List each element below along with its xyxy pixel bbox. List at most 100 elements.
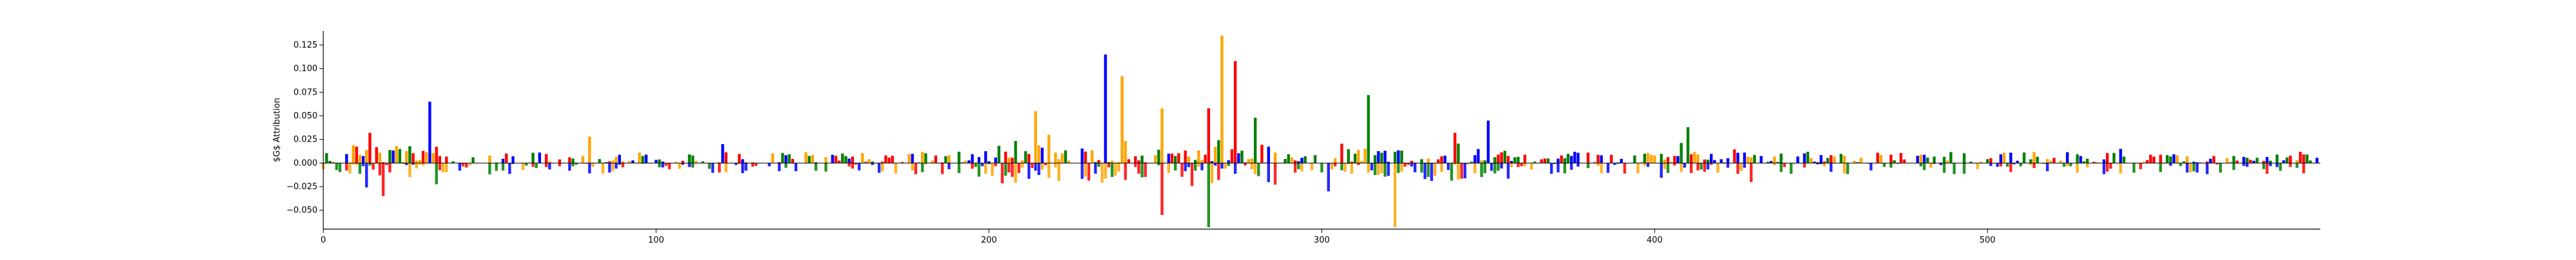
logo-mark-G	[1014, 163, 1018, 183]
logo-mark-G	[365, 150, 368, 163]
logo-mark-T	[681, 160, 685, 163]
logo-mark-C	[1796, 156, 1799, 163]
logo-mark-G	[771, 153, 774, 163]
logo-mark-G	[907, 154, 911, 163]
logo-mark-A	[1766, 162, 1770, 163]
logo-mark-C	[2252, 160, 2255, 163]
logo-mark-A	[1303, 156, 1307, 163]
axes: −0.050 −0.025 0.000 0.025 0.050 0.075 0.100 0.1…	[272, 31, 2320, 245]
logo-mark-C	[1387, 163, 1390, 176]
logo-mark-T	[1543, 158, 1546, 163]
logo-mark-G	[1636, 163, 1640, 174]
logo-mark-T	[1293, 163, 1297, 173]
logo-mark-C	[1473, 155, 1477, 163]
logo-mark-G	[1224, 163, 1227, 169]
logo-mark-G	[2142, 162, 2146, 163]
logo-mark-A	[658, 159, 661, 163]
y-tick-label: −0.025	[287, 182, 317, 192]
logo-mark-G	[1104, 163, 1107, 179]
logo-mark-C	[1706, 163, 1710, 170]
logo-mark-T	[1733, 149, 1736, 163]
logo-mark-G	[591, 163, 594, 167]
logo-mark-T	[1184, 150, 1187, 163]
logo-mark-C	[721, 144, 724, 163]
logo-mark-A	[1969, 162, 1973, 163]
logo-mark-C	[1719, 159, 1723, 163]
logo-mark-T	[531, 163, 535, 167]
logo-mark-G	[378, 153, 382, 163]
logo-mark-G	[1290, 157, 1294, 163]
x-tick-label: 300	[1314, 236, 1330, 245]
logo-mark-A	[974, 163, 978, 167]
logo-mark-C	[1034, 163, 1037, 171]
logo-mark-C	[1573, 151, 1577, 163]
logo-mark-C	[501, 158, 505, 163]
logo-mark-C	[967, 160, 971, 163]
logo-mark-C	[1383, 151, 1387, 163]
logo-mark-C	[1549, 163, 1553, 174]
logo-mark-G	[2049, 160, 2052, 163]
logo-mark-G	[1047, 135, 1050, 163]
logo-mark-C	[741, 163, 744, 174]
logo-mark-C	[2102, 159, 2106, 163]
logo-mark-A	[1985, 159, 1989, 163]
logo-mark-G	[694, 160, 698, 163]
logo-mark-A	[1257, 163, 1260, 176]
logo-mark-G	[1213, 147, 1217, 163]
logo-mark-C	[1081, 163, 1084, 179]
logo-mark-G	[984, 163, 987, 174]
logo-mark-C	[2186, 163, 2189, 173]
logo-mark-G	[1523, 163, 1526, 167]
logo-mark-T	[545, 163, 548, 167]
logo-mark-T	[368, 133, 372, 163]
logo-mark-T	[2139, 163, 2143, 169]
logo-mark-G	[1663, 163, 1667, 169]
logo-mark-T	[1124, 163, 1127, 180]
logo-mark-G	[418, 163, 422, 165]
logo-mark-A	[814, 163, 818, 171]
logo-mark-T	[608, 161, 611, 163]
logo-mark-G	[611, 160, 614, 163]
logo-mark-C	[2195, 163, 2199, 173]
logo-mark-C	[1490, 163, 1493, 171]
logo-mark-A	[1420, 163, 1423, 173]
logo-mark-T	[1144, 162, 1147, 163]
logo-mark-A	[1193, 163, 1197, 171]
logo-mark-A	[1383, 163, 1387, 177]
logo-mark-G	[1929, 163, 1933, 168]
logo-mark-T	[941, 163, 944, 174]
logo-mark-A	[1340, 163, 1343, 171]
logo-mark-T	[1403, 163, 1406, 167]
logo-mark-C	[1104, 54, 1107, 163]
logo-mark-T	[545, 154, 548, 163]
logo-mark-T	[381, 163, 385, 196]
logo-mark-G	[1693, 152, 1696, 163]
logo-mark-G	[1054, 163, 1057, 168]
logo-mark-C	[1410, 163, 1414, 167]
logo-mark-A	[1503, 151, 1506, 163]
logo-mark-T	[2149, 154, 2152, 163]
logo-mark-C	[681, 163, 685, 165]
logo-mark-C	[631, 160, 634, 163]
logo-mark-A	[1004, 163, 1007, 176]
logo-mark-G	[931, 160, 934, 163]
logo-mark-A	[1297, 163, 1300, 169]
logo-mark-C	[568, 163, 571, 171]
logo-mark-G	[1124, 141, 1127, 163]
logo-mark-G	[1842, 163, 1846, 174]
y-tick-label: 0.000	[294, 158, 317, 168]
logo-mark-C	[994, 157, 998, 163]
logo-mark-G	[1859, 158, 1862, 163]
logo-mark-G	[2066, 163, 2069, 167]
logo-mark-T	[2289, 155, 2292, 163]
logo-mark-C	[871, 163, 874, 165]
logo-mark-T	[668, 163, 671, 169]
logo-mark-C	[614, 163, 618, 169]
logo-mark-G	[881, 163, 884, 172]
logo-mark-A	[658, 163, 661, 168]
logo-mark-T	[1204, 154, 1207, 163]
logo-mark-G	[1101, 163, 1104, 183]
logo-mark-C	[1569, 163, 1573, 170]
logo-mark-C	[1081, 148, 1084, 163]
logo-mark-A	[2029, 159, 2032, 163]
